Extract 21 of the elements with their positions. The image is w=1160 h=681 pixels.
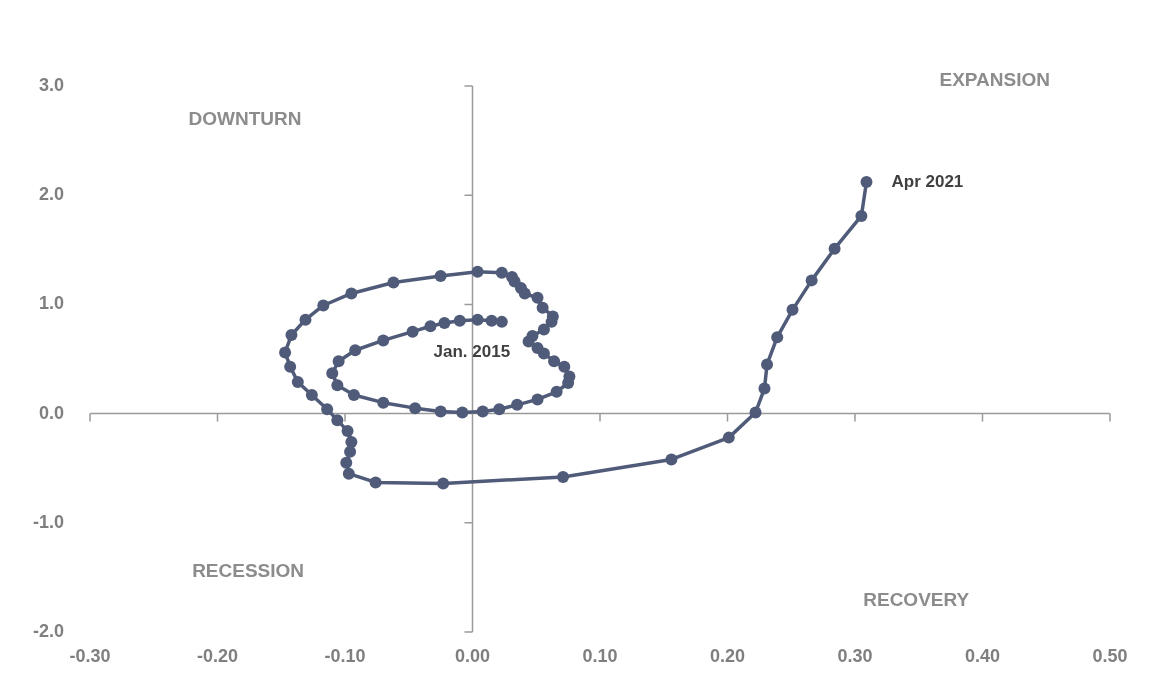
- annotation: EXPANSION: [939, 69, 1050, 91]
- x-tick-label: -0.30: [69, 645, 111, 666]
- annotation: RECESSION: [192, 560, 305, 582]
- y-tick-label: 0.0: [38, 402, 64, 423]
- y-tick-label: 2.0: [38, 184, 64, 205]
- x-tick-label: 0.00: [454, 645, 491, 666]
- y-tick-label: -1.0: [32, 511, 64, 532]
- x-tick-label: 0.20: [709, 645, 746, 666]
- annotation: Apr 2021: [891, 171, 964, 191]
- x-tick-label: 0.30: [837, 645, 873, 666]
- y-tick-label: 3.0: [38, 74, 64, 95]
- x-tick-label: 0.10: [582, 645, 618, 666]
- annotation: DOWNTURN: [188, 108, 302, 130]
- y-tick-label: -2.0: [32, 620, 64, 641]
- x-tick-label: -0.20: [196, 645, 239, 666]
- annotation: RECOVERY: [863, 588, 970, 610]
- annotation: Jan. 2015: [433, 341, 511, 361]
- x-tick-label: 0.50: [1092, 645, 1128, 666]
- x-tick-label: -0.10: [324, 645, 366, 666]
- y-tick-label: 1.0: [38, 293, 64, 314]
- x-tick-label: 0.40: [964, 645, 1001, 666]
